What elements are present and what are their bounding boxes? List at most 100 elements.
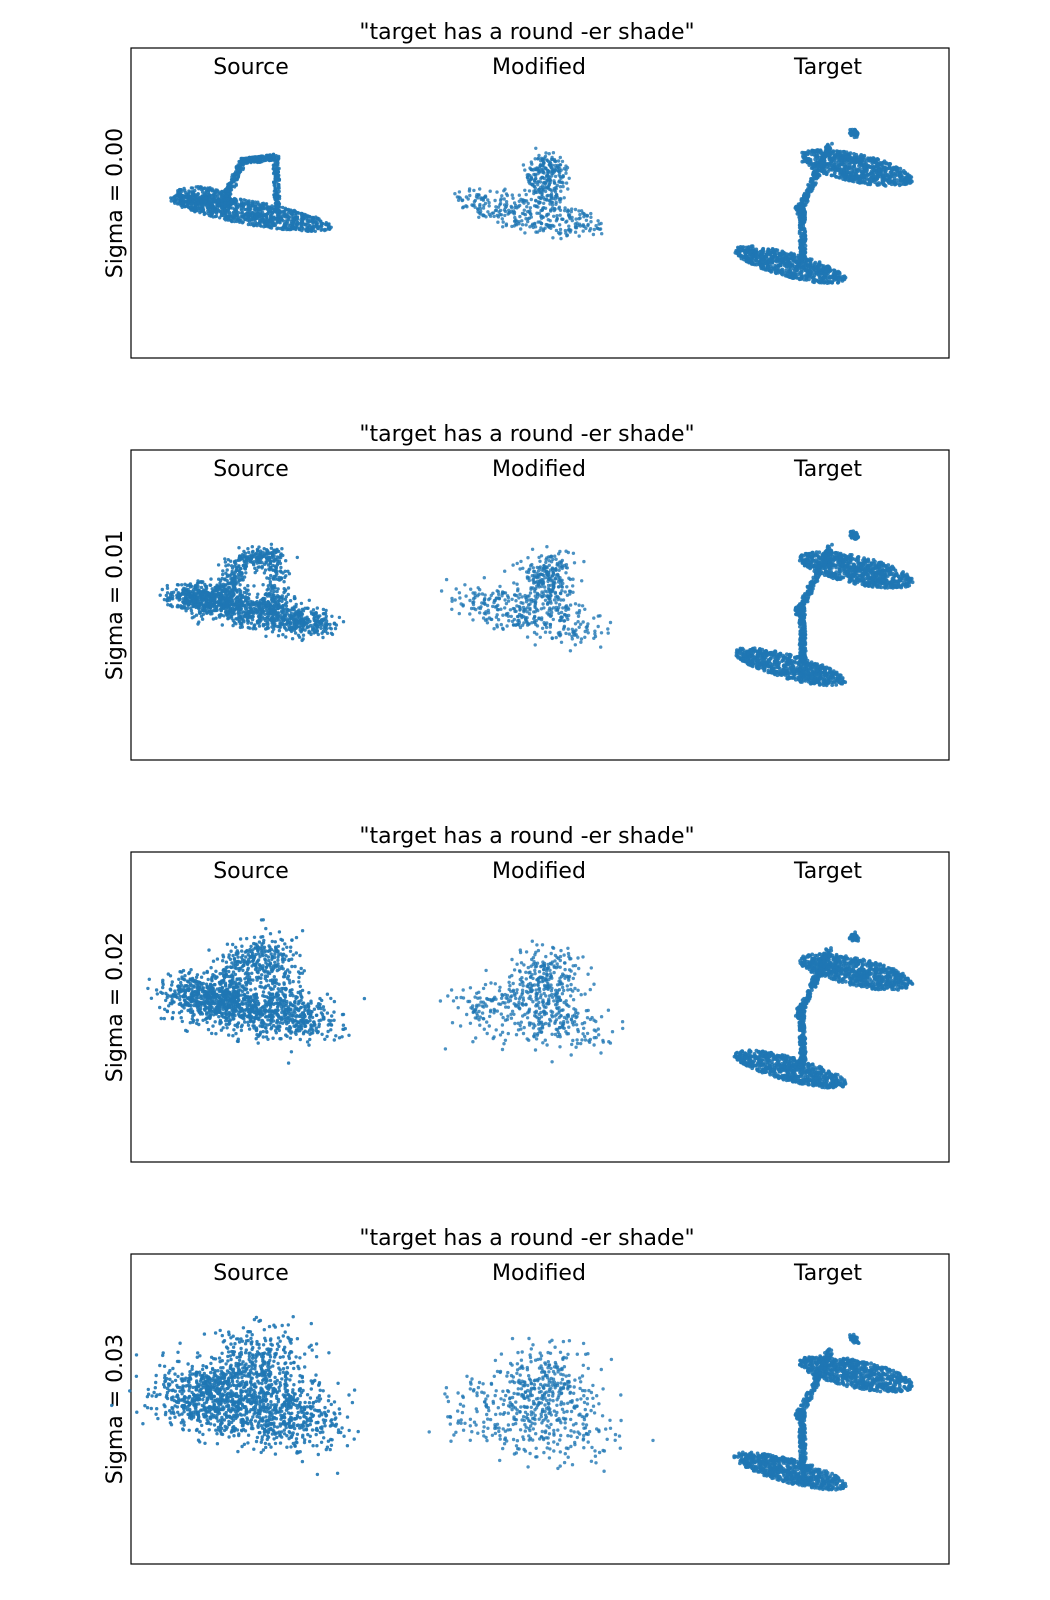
point xyxy=(225,197,230,202)
point xyxy=(545,158,549,162)
point xyxy=(275,227,279,231)
point xyxy=(276,172,280,177)
point xyxy=(798,215,802,220)
point xyxy=(553,174,558,179)
point xyxy=(543,206,548,210)
point xyxy=(178,190,182,195)
point xyxy=(295,622,299,626)
point xyxy=(831,268,836,273)
point xyxy=(866,164,871,168)
point xyxy=(538,220,542,224)
point xyxy=(588,229,592,233)
point xyxy=(177,187,182,192)
point xyxy=(218,192,222,196)
point xyxy=(525,173,529,177)
point xyxy=(254,204,258,209)
point xyxy=(229,219,234,223)
point xyxy=(546,169,550,173)
point xyxy=(238,163,242,167)
point xyxy=(256,592,260,596)
point xyxy=(558,223,562,227)
point xyxy=(196,209,200,213)
point xyxy=(546,184,550,188)
point xyxy=(807,160,811,165)
point xyxy=(494,208,499,212)
point xyxy=(864,171,868,175)
point xyxy=(312,616,316,621)
point xyxy=(293,227,297,231)
point xyxy=(216,603,221,607)
point xyxy=(524,192,528,197)
point xyxy=(222,614,226,618)
point xyxy=(842,175,847,179)
point xyxy=(456,198,461,202)
point xyxy=(301,216,305,220)
panel-title: "target has a round -er shade" xyxy=(359,20,694,45)
point xyxy=(250,221,255,225)
point xyxy=(291,614,296,618)
point xyxy=(528,206,533,210)
point xyxy=(862,157,867,162)
point xyxy=(281,608,285,613)
point xyxy=(852,160,856,165)
point xyxy=(290,215,294,220)
point xyxy=(804,195,808,200)
point xyxy=(467,189,472,193)
point xyxy=(843,158,847,163)
point xyxy=(246,218,250,222)
point xyxy=(559,236,563,241)
point xyxy=(874,164,879,169)
point xyxy=(903,179,907,184)
point xyxy=(521,163,526,167)
point xyxy=(561,184,565,189)
point xyxy=(272,180,276,185)
point xyxy=(839,162,844,167)
point xyxy=(515,206,519,210)
point xyxy=(200,617,205,621)
point xyxy=(558,155,562,160)
point xyxy=(278,226,282,231)
point xyxy=(304,620,308,624)
point xyxy=(539,226,543,230)
point xyxy=(228,608,232,613)
point xyxy=(557,205,562,209)
point xyxy=(329,631,334,635)
point xyxy=(272,618,277,623)
point xyxy=(200,603,204,607)
point xyxy=(788,264,792,269)
point xyxy=(177,202,182,206)
point xyxy=(189,186,194,190)
point xyxy=(266,211,270,215)
point xyxy=(249,621,254,625)
point xyxy=(813,260,818,265)
point xyxy=(498,203,502,207)
point xyxy=(190,189,195,194)
point xyxy=(273,623,277,628)
point xyxy=(561,217,565,221)
point xyxy=(830,141,834,146)
point xyxy=(746,246,750,250)
point xyxy=(158,593,162,597)
point xyxy=(780,256,785,261)
point xyxy=(306,218,310,222)
point xyxy=(281,205,285,210)
point xyxy=(307,598,311,602)
point xyxy=(887,162,892,167)
point xyxy=(874,178,878,182)
point xyxy=(477,215,481,219)
point xyxy=(177,595,181,599)
point xyxy=(237,219,242,223)
point xyxy=(533,225,538,229)
point xyxy=(300,638,304,643)
point xyxy=(176,605,180,609)
point xyxy=(824,269,829,274)
point xyxy=(187,198,191,202)
point xyxy=(582,212,586,216)
point xyxy=(839,158,844,163)
point xyxy=(530,162,534,166)
point xyxy=(548,160,552,165)
point xyxy=(253,223,258,227)
point xyxy=(817,267,822,272)
point xyxy=(780,270,785,274)
point xyxy=(479,196,483,200)
